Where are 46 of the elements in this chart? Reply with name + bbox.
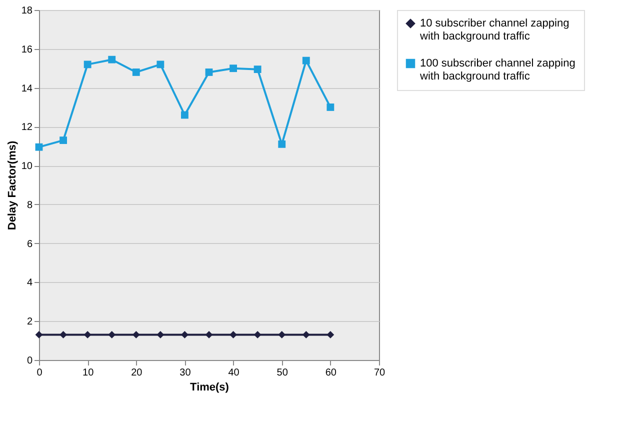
y-tick-label: 10 [21,161,33,172]
x-tick-label: 0 [36,368,43,378]
point [60,331,67,338]
y-tick-label: 8 [26,200,33,211]
x-tick-label: 50 [276,368,288,378]
y-tick-label: 14 [21,83,33,94]
x-tick-label: 70 [374,368,386,378]
y-tick-label: 12 [21,122,33,134]
point [132,331,140,338]
point [254,66,262,74]
point [108,331,116,338]
legend-label: 100 subscriber channel zapping with background traffic [419,58,576,82]
point [60,136,67,144]
point [302,56,310,64]
point [254,331,262,338]
point [108,56,116,64]
x-tick-label: 40 [228,368,240,378]
point [302,331,310,338]
point [205,68,213,76]
x-tick-label: 60 [325,368,337,378]
y-tick-label: 16 [21,44,33,56]
x-axis-title: Time(s) [190,382,230,394]
legend-label: 10 subscriber channel zapping with background traffic [419,18,570,42]
x-tick-label: 20 [131,368,143,378]
point [181,331,188,338]
y-axis-title: Delay Factor(ms) [6,140,18,230]
point [84,331,92,338]
point [132,68,140,76]
point [84,60,92,68]
point [326,104,334,111]
point [181,111,188,119]
y-tick-label: 6 [26,238,33,250]
point [156,331,164,338]
point [35,143,43,151]
y-tick-label: 0 [26,356,33,366]
point [230,64,237,72]
point [230,331,237,338]
y-tick-label: 2 [26,316,33,328]
point [156,60,164,68]
y-tick-label: 18 [21,6,33,16]
point [278,140,286,148]
x-tick-label: 10 [82,368,94,378]
y-tick-label: 4 [26,278,33,289]
point [278,331,286,338]
point [326,331,334,338]
x-tick-label: 30 [180,368,192,378]
